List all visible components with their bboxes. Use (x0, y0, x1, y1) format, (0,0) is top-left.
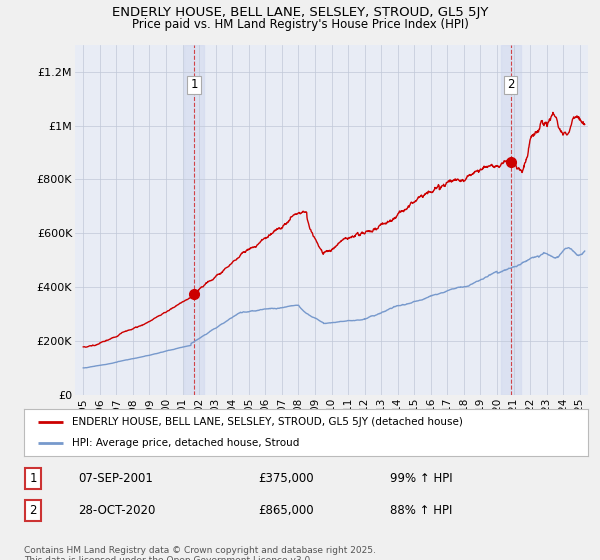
Text: Price paid vs. HM Land Registry's House Price Index (HPI): Price paid vs. HM Land Registry's House … (131, 18, 469, 31)
Text: 07-SEP-2001: 07-SEP-2001 (78, 472, 153, 485)
Text: Contains HM Land Registry data © Crown copyright and database right 2025.
This d: Contains HM Land Registry data © Crown c… (24, 546, 376, 560)
Text: ENDERLY HOUSE, BELL LANE, SELSLEY, STROUD, GL5 5JY: ENDERLY HOUSE, BELL LANE, SELSLEY, STROU… (112, 6, 488, 18)
Text: 2: 2 (29, 504, 37, 517)
Text: 99% ↑ HPI: 99% ↑ HPI (390, 472, 452, 485)
Text: 1: 1 (29, 472, 37, 485)
Bar (184, 45, 204, 395)
Text: 1: 1 (190, 78, 198, 91)
Text: HPI: Average price, detached house, Stroud: HPI: Average price, detached house, Stro… (72, 438, 299, 448)
Text: 88% ↑ HPI: 88% ↑ HPI (390, 504, 452, 517)
Text: £865,000: £865,000 (258, 504, 314, 517)
Text: 28-OCT-2020: 28-OCT-2020 (78, 504, 155, 517)
Text: £375,000: £375,000 (258, 472, 314, 485)
Text: ENDERLY HOUSE, BELL LANE, SELSLEY, STROUD, GL5 5JY (detached house): ENDERLY HOUSE, BELL LANE, SELSLEY, STROU… (72, 417, 463, 427)
Text: 2: 2 (507, 78, 514, 91)
Bar (501, 45, 521, 395)
